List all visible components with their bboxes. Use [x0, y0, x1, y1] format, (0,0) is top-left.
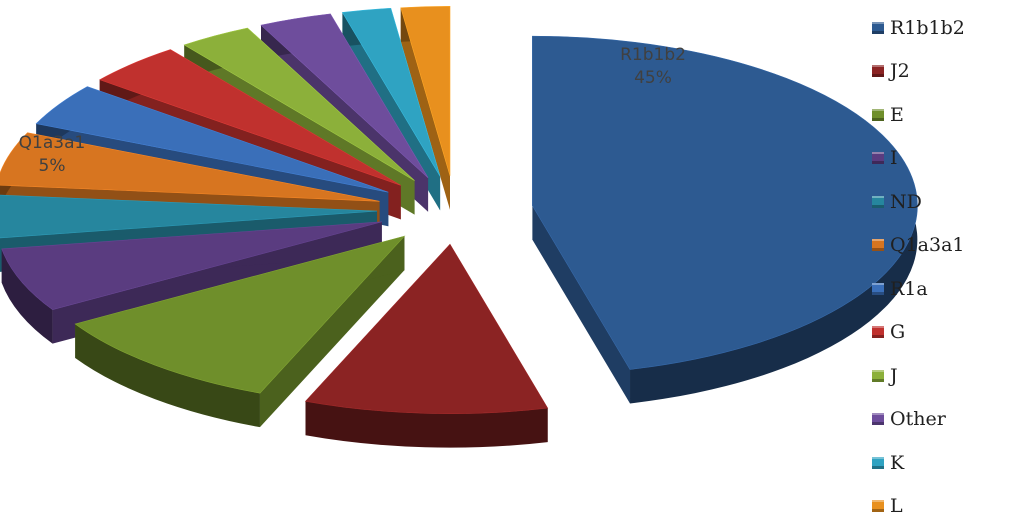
legend-item-q1a3a1: Q1a3a1 — [872, 224, 1020, 268]
legend-swatch-i — [872, 152, 884, 164]
legend-label-nd: ND — [890, 191, 922, 213]
data-label-r1b1b2-value: 45% — [598, 67, 708, 90]
legend-swatch-r1b1b2 — [872, 22, 884, 34]
data-label-r1b1b2: R1b1b2 45% — [598, 44, 708, 90]
legend-item-j: J — [872, 354, 1020, 398]
legend-item-nd: ND — [872, 180, 1020, 224]
pie-slices — [0, 6, 917, 447]
legend-item-l: L — [872, 485, 1020, 528]
slice-r1b1b2 — [532, 36, 917, 403]
data-label-q1a3a1-value: 5% — [0, 155, 104, 178]
legend-label-l: L — [890, 495, 903, 517]
legend-label-q1a3a1: Q1a3a1 — [890, 234, 965, 256]
pie-chart — [0, 0, 1020, 508]
legend-label-other: Other — [890, 408, 946, 430]
legend-label-r1b1b2: R1b1b2 — [890, 17, 965, 39]
legend-label-k: K — [890, 452, 904, 474]
data-label-q1a3a1-name: Q1a3a1 — [0, 132, 104, 155]
legend-item-e: E — [872, 93, 1020, 137]
legend-item-g: G — [872, 311, 1020, 355]
legend-swatch-e — [872, 109, 884, 121]
data-label-r1b1b2-name: R1b1b2 — [598, 44, 708, 67]
legend-item-other: Other — [872, 398, 1020, 442]
legend-item-r1b1b2: R1b1b2 — [872, 6, 1020, 50]
legend-label-j: J — [890, 365, 898, 387]
legend-swatch-k — [872, 457, 884, 469]
legend-swatch-g — [872, 326, 884, 338]
legend-item-r1a: R1a — [872, 267, 1020, 311]
legend-swatch-r1a — [872, 283, 884, 295]
legend-label-i: I — [890, 147, 898, 169]
legend-item-k: K — [872, 441, 1020, 485]
legend-label-r1a: R1a — [890, 278, 928, 300]
legend-swatch-j2 — [872, 65, 884, 77]
data-label-q1a3a1: Q1a3a1 5% — [0, 132, 104, 178]
legend-swatch-l — [872, 500, 884, 512]
legend-item-j2: J2 — [872, 50, 1020, 94]
legend-label-j2: J2 — [890, 60, 910, 82]
legend-swatch-other — [872, 413, 884, 425]
legend-swatch-j — [872, 370, 884, 382]
legend-item-i: I — [872, 137, 1020, 181]
legend-swatch-nd — [872, 196, 884, 208]
legend-label-e: E — [890, 104, 904, 126]
legend-label-g: G — [890, 321, 905, 343]
legend-swatch-q1a3a1 — [872, 239, 884, 251]
